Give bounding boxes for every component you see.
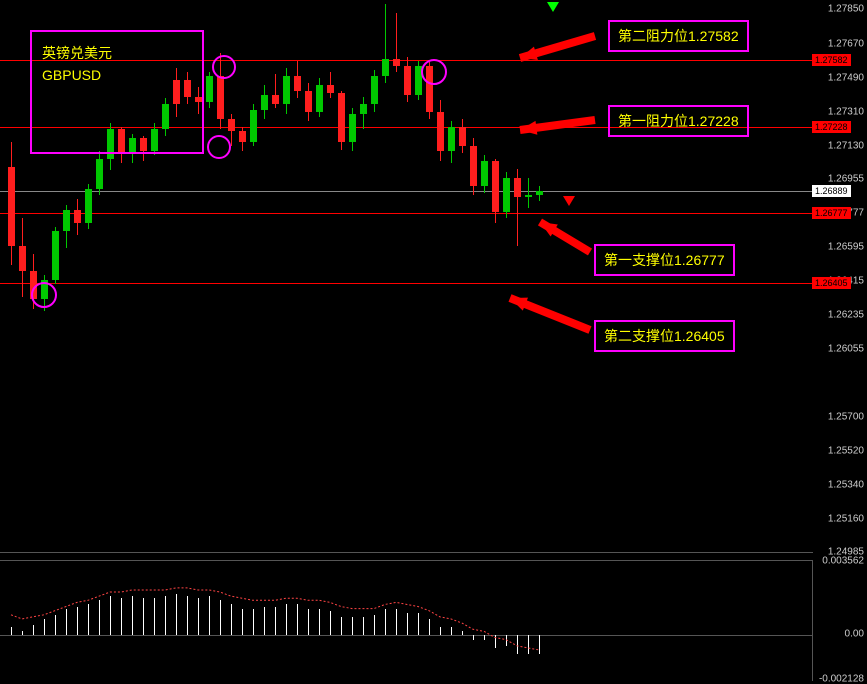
y-tick-label: 1.26055 [828, 344, 864, 355]
highlight-circle [421, 59, 447, 85]
signal-marker-icon [563, 196, 575, 206]
signal-marker-icon [547, 2, 559, 12]
highlight-circle [207, 135, 231, 159]
y-tick-label: 1.25340 [828, 479, 864, 490]
price-level-tag: 1.26777 [812, 207, 851, 219]
y-tick-label: 1.27130 [828, 140, 864, 151]
price-chart[interactable]: 英镑兑美元GBPUSD 第二阻力位1.27582 第一阻力位1.27228 第一支撑位… [0, 0, 813, 553]
highlight-circle [31, 282, 57, 308]
arrow-icon [525, 207, 605, 267]
level-annotation: 第二阻力位1.27582 [608, 20, 749, 52]
macd-signal-line [0, 561, 812, 681]
price-level-tag: 1.26405 [812, 277, 851, 289]
y-tick-label: 1.27490 [828, 72, 864, 83]
y-tick-label: 1.27670 [828, 38, 864, 49]
pair-name-cn: 英镑兑美元 [42, 42, 192, 64]
indicator-tick-label: 0.00 [845, 629, 864, 640]
indicator-panel[interactable] [0, 560, 813, 681]
level-annotation: 第一阻力位1.27228 [608, 105, 749, 137]
y-tick-label: 1.26955 [828, 173, 864, 184]
indicator-tick-label: 0.003562 [822, 555, 864, 566]
arrow-icon [505, 105, 610, 145]
level-annotation: 第二支撑位1.26405 [594, 320, 735, 352]
horizontal-level-line [0, 213, 812, 214]
level-annotation: 第一支撑位1.26777 [594, 244, 735, 276]
currency-pair-label: 英镑兑美元GBPUSD [30, 30, 204, 154]
price-y-axis: 1.27850 1.27670 1.27490 1.27310 1.27130 1.269… [812, 0, 867, 552]
y-tick-label: 1.27310 [828, 106, 864, 117]
arrow-icon [505, 21, 610, 73]
y-tick-label: 1.25160 [828, 513, 864, 524]
indicator-tick-label: -0.002128 [819, 673, 864, 684]
pair-name-en: GBPUSD [42, 64, 192, 86]
y-tick-label: 1.26595 [828, 242, 864, 253]
arrow-icon [495, 283, 605, 345]
y-tick-label: 1.25520 [828, 445, 864, 456]
price-level-tag: 1.27228 [812, 121, 851, 133]
y-tick-label: 1.26235 [828, 310, 864, 321]
price-level-tag: 1.26889 [812, 185, 851, 197]
y-tick-label: 1.25700 [828, 411, 864, 422]
horizontal-level-line [0, 283, 812, 284]
highlight-circle [212, 55, 236, 79]
horizontal-level-line [0, 191, 812, 192]
price-level-tag: 1.27582 [812, 54, 851, 66]
y-tick-label: 1.27850 [828, 4, 864, 15]
indicator-y-axis: 0.0035620.00-0.002128 [812, 560, 867, 680]
